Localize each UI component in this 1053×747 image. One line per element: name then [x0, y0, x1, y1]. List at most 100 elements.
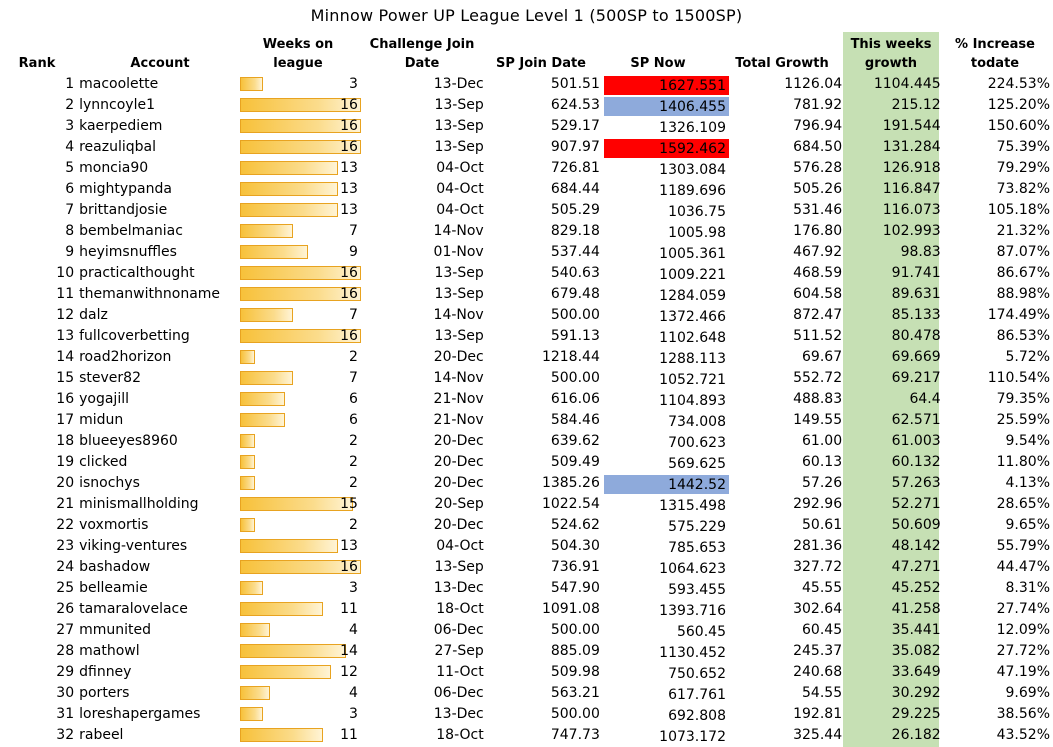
total-growth-cell[interactable]: 50.61 [802, 517, 843, 533]
rank-cell[interactable]: 27 [56, 622, 75, 638]
pct-increase-cell[interactable]: 79.35% [996, 391, 1050, 407]
sp-join-date-cell[interactable]: 500.00 [550, 706, 600, 722]
challenge-join-date-cell[interactable]: 13-Sep [434, 97, 484, 113]
account-cell[interactable]: heyimsnuffles [79, 244, 177, 260]
this-weeks-growth-cell[interactable]: 61.003 [891, 433, 941, 449]
sp-now-cell[interactable]: 1627.551 [603, 74, 729, 95]
rank-cell[interactable]: 25 [56, 580, 75, 596]
sp-join-date-cell[interactable]: 684.44 [550, 181, 600, 197]
weeks-on-league-cell[interactable]: 6 [236, 410, 361, 431]
pct-increase-cell[interactable]: 5.72% [1005, 349, 1050, 365]
account-cell[interactable]: moncia90 [79, 160, 149, 176]
weeks-on-league-cell[interactable]: 13 [236, 536, 361, 557]
total-growth-cell[interactable]: 60.13 [802, 454, 843, 470]
challenge-join-date-cell[interactable]: 06-Dec [433, 685, 484, 701]
total-growth-cell[interactable]: 1126.04 [784, 76, 843, 92]
this-weeks-growth-cell[interactable]: 131.284 [882, 139, 941, 155]
weeks-on-league-cell[interactable]: 16 [236, 284, 361, 305]
total-growth-cell[interactable]: 488.83 [793, 391, 843, 407]
sp-now-cell[interactable]: 1009.221 [603, 263, 729, 284]
sp-join-date-cell[interactable]: 624.53 [550, 97, 600, 113]
challenge-join-date-cell[interactable]: 18-Oct [436, 727, 484, 743]
total-growth-cell[interactable]: 781.92 [793, 97, 843, 113]
sp-join-date-cell[interactable]: 509.49 [550, 454, 600, 470]
challenge-join-date-cell[interactable]: 04-Oct [436, 160, 484, 176]
sp-join-date-cell[interactable]: 529.17 [550, 118, 600, 134]
account-cell[interactable]: clicked [79, 454, 128, 470]
rank-cell[interactable]: 29 [56, 664, 75, 680]
sp-now-cell[interactable]: 700.623 [603, 431, 729, 452]
pct-increase-cell[interactable]: 73.82% [996, 181, 1050, 197]
sp-now-cell[interactable]: 1189.696 [603, 179, 729, 200]
total-growth-cell[interactable]: 302.64 [793, 601, 843, 617]
sp-join-date-cell[interactable]: 616.06 [550, 391, 600, 407]
pct-increase-cell[interactable]: 55.79% [996, 538, 1050, 554]
this-weeks-growth-cell[interactable]: 91.741 [891, 265, 941, 281]
total-growth-cell[interactable]: 796.94 [793, 118, 843, 134]
this-weeks-growth-cell[interactable]: 64.4 [909, 391, 941, 407]
rank-cell[interactable]: 5 [65, 160, 75, 176]
sp-join-date-cell[interactable]: 726.81 [550, 160, 600, 176]
sp-now-cell[interactable]: 1130.452 [603, 641, 729, 662]
total-growth-cell[interactable]: 467.92 [793, 244, 843, 260]
account-cell[interactable]: stever82 [79, 370, 141, 386]
account-cell[interactable]: isnochys [79, 475, 140, 491]
sp-join-date-cell[interactable]: 1022.54 [541, 496, 600, 512]
challenge-join-date-cell[interactable]: 06-Dec [433, 622, 484, 638]
sp-join-date-cell[interactable]: 1091.08 [541, 601, 600, 617]
rank-cell[interactable]: 18 [56, 433, 75, 449]
sp-now-cell[interactable]: 1005.361 [603, 242, 729, 263]
sp-join-date-cell[interactable]: 500.00 [550, 370, 600, 386]
rank-cell[interactable]: 12 [56, 307, 75, 323]
sp-join-date-cell[interactable]: 591.13 [550, 328, 600, 344]
challenge-join-date-cell[interactable]: 04-Oct [436, 538, 484, 554]
challenge-join-date-cell[interactable]: 27-Sep [434, 643, 484, 659]
pct-increase-cell[interactable]: 28.65% [996, 496, 1050, 512]
total-growth-cell[interactable]: 327.72 [793, 559, 843, 575]
sp-join-date-cell[interactable]: 679.48 [550, 286, 600, 302]
sp-now-cell[interactable]: 575.229 [603, 515, 729, 536]
weeks-on-league-cell[interactable]: 3 [236, 578, 361, 599]
pct-increase-cell[interactable]: 9.69% [1005, 685, 1050, 701]
weeks-on-league-cell[interactable]: 16 [236, 326, 361, 347]
sp-now-cell[interactable]: 1326.109 [603, 116, 729, 137]
weeks-on-league-cell[interactable]: 16 [236, 137, 361, 158]
pct-increase-cell[interactable]: 38.56% [996, 706, 1050, 722]
rank-cell[interactable]: 28 [56, 643, 75, 659]
account-cell[interactable]: bashadow [79, 559, 151, 575]
challenge-join-date-cell[interactable]: 20-Dec [433, 349, 484, 365]
total-growth-cell[interactable]: 468.59 [793, 265, 843, 281]
weeks-on-league-cell[interactable]: 2 [236, 347, 361, 368]
pct-increase-cell[interactable]: 86.67% [996, 265, 1050, 281]
sp-now-cell[interactable]: 785.653 [603, 536, 729, 557]
this-weeks-growth-cell[interactable]: 35.441 [891, 622, 941, 638]
rank-cell[interactable]: 9 [65, 244, 75, 260]
sp-join-date-cell[interactable]: 1385.26 [541, 475, 600, 491]
challenge-join-date-cell[interactable]: 11-Oct [436, 664, 484, 680]
this-weeks-growth-cell[interactable]: 69.669 [891, 349, 941, 365]
rank-cell[interactable]: 16 [56, 391, 75, 407]
pct-increase-cell[interactable]: 150.60% [987, 118, 1050, 134]
pct-increase-cell[interactable]: 174.49% [987, 307, 1050, 323]
total-growth-cell[interactable]: 176.80 [793, 223, 843, 239]
weeks-on-league-cell[interactable]: 15 [236, 494, 361, 515]
rank-cell[interactable]: 15 [56, 370, 75, 386]
challenge-join-date-cell[interactable]: 13-Dec [433, 76, 484, 92]
this-weeks-growth-cell[interactable]: 45.252 [891, 580, 941, 596]
weeks-on-league-cell[interactable]: 4 [236, 683, 361, 704]
sp-now-cell[interactable]: 593.455 [603, 578, 729, 599]
challenge-join-date-cell[interactable]: 04-Oct [436, 202, 484, 218]
total-growth-cell[interactable]: 576.28 [793, 160, 843, 176]
sp-now-cell[interactable]: 1064.623 [603, 557, 729, 578]
sp-join-date-cell[interactable]: 1218.44 [541, 349, 600, 365]
account-cell[interactable]: mmunited [79, 622, 152, 638]
this-weeks-growth-cell[interactable]: 50.609 [891, 517, 941, 533]
sp-now-cell[interactable]: 1393.716 [603, 599, 729, 620]
challenge-join-date-cell[interactable]: 20-Dec [433, 475, 484, 491]
this-weeks-growth-cell[interactable]: 102.993 [882, 223, 941, 239]
sp-join-date-cell[interactable]: 509.98 [550, 664, 600, 680]
total-growth-cell[interactable]: 60.45 [802, 622, 843, 638]
sp-join-date-cell[interactable]: 885.09 [550, 643, 600, 659]
rank-cell[interactable]: 10 [56, 265, 75, 281]
total-growth-cell[interactable]: 192.81 [793, 706, 843, 722]
